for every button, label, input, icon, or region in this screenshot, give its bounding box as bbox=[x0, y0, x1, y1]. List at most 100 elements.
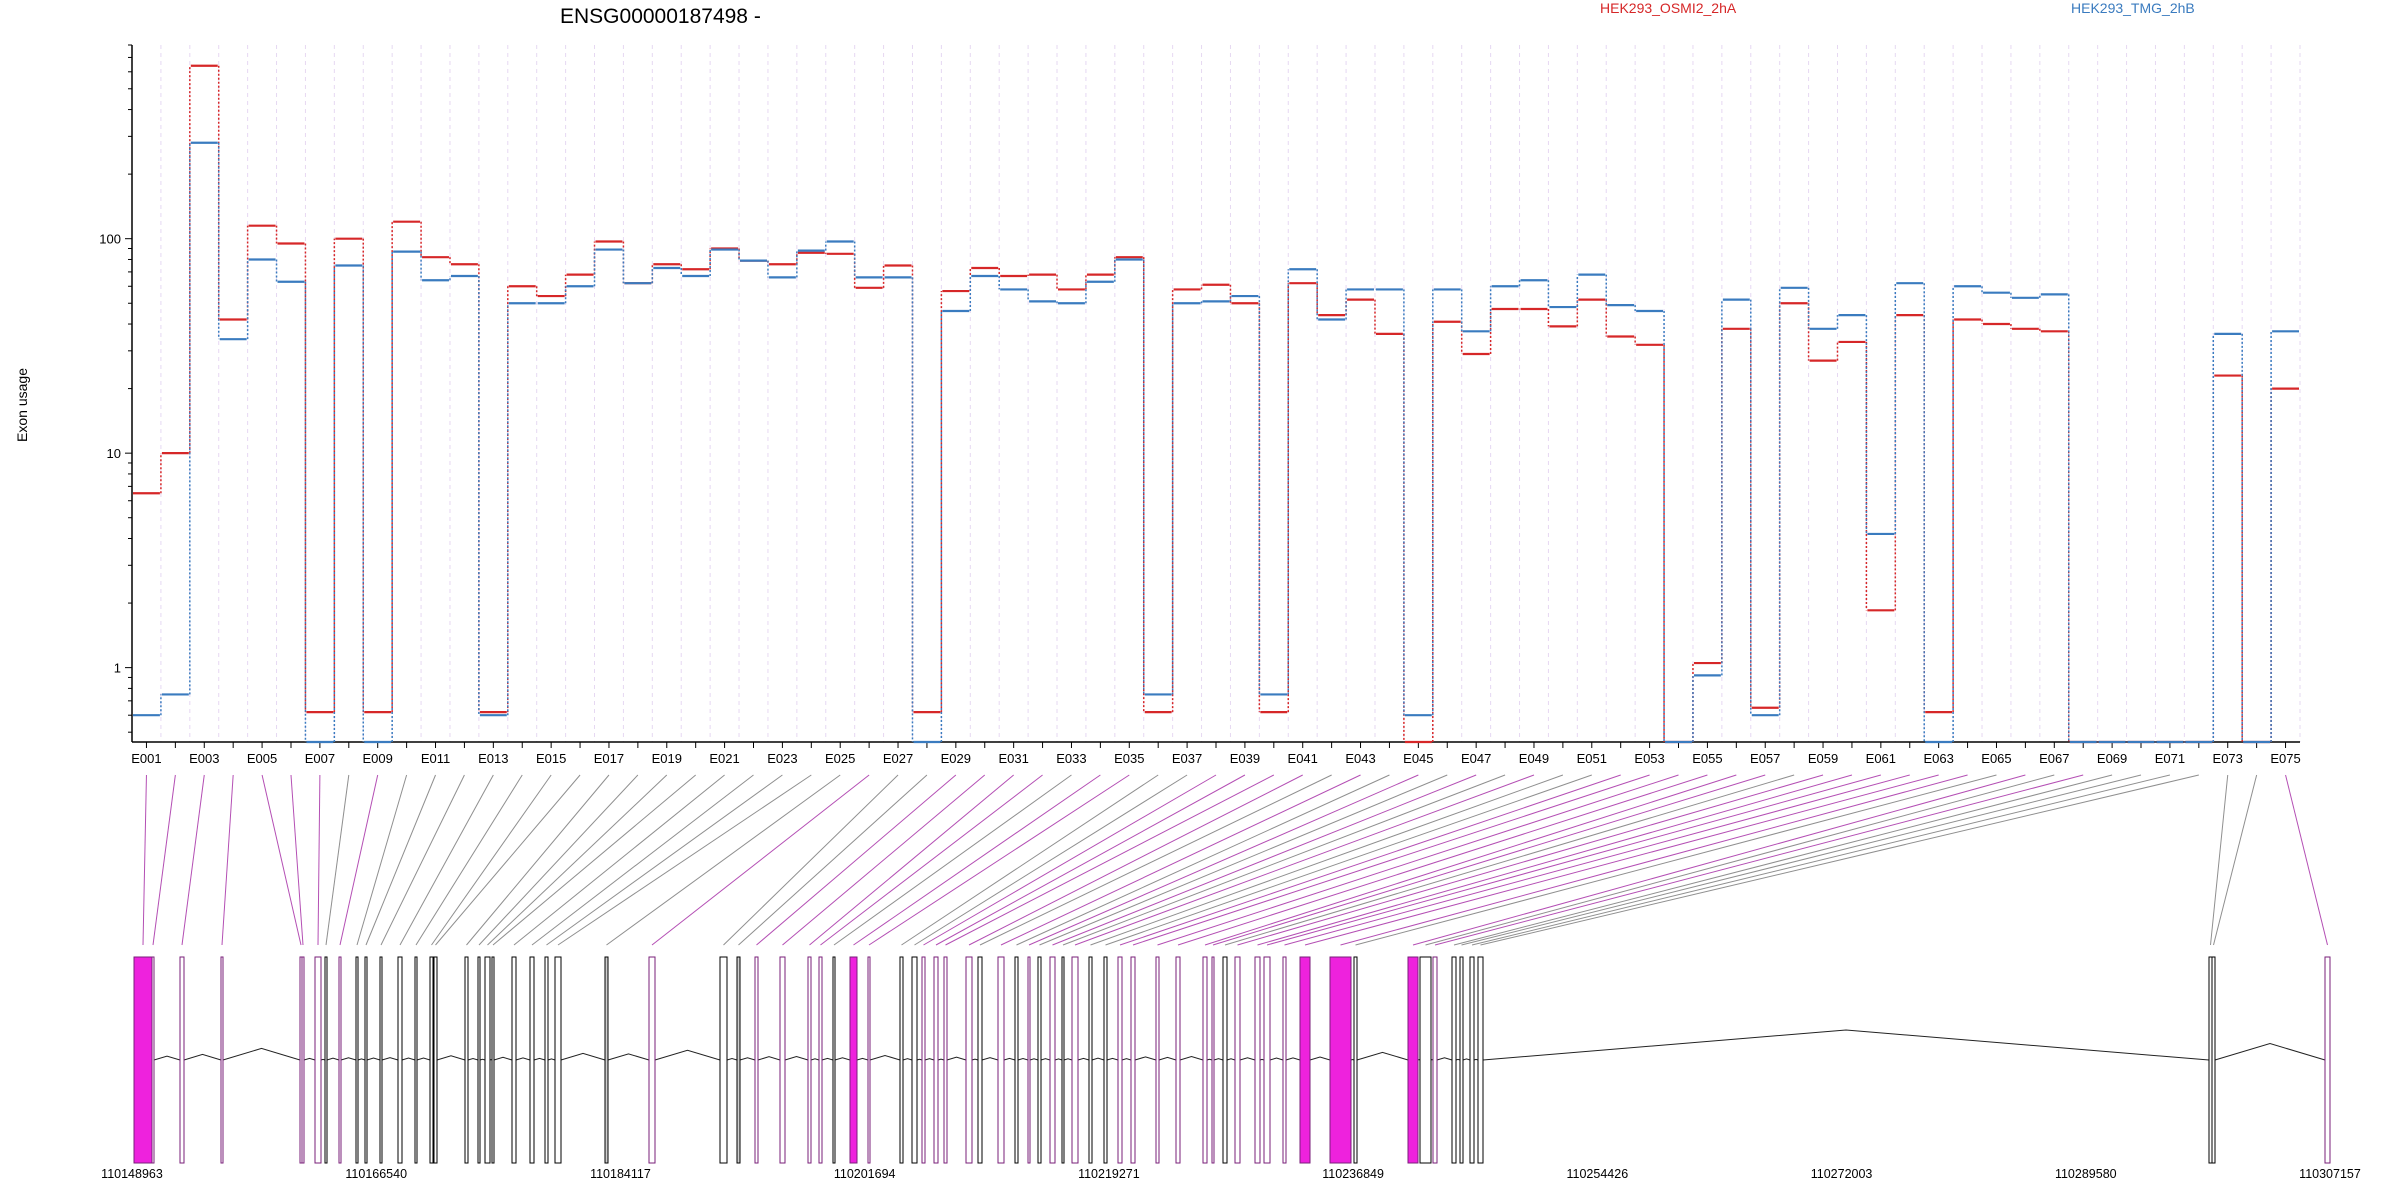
exon-box bbox=[491, 956, 495, 1164]
exon-box bbox=[544, 956, 549, 1164]
exon-connector bbox=[290, 774, 304, 946]
intron-line bbox=[1179, 1056, 1204, 1061]
intron-line bbox=[366, 1057, 381, 1061]
exon-connector bbox=[782, 774, 986, 946]
axes: 1 10 100 E001 E003 E005 E007 E009 E011 E013 E015 E0… bbox=[99, 44, 2301, 766]
exon-box bbox=[1282, 956, 1287, 1164]
exon-connector bbox=[935, 774, 1246, 946]
exon-connector bbox=[738, 774, 928, 946]
exon-connector bbox=[435, 774, 581, 946]
exon-box bbox=[1234, 956, 1241, 1164]
exon-box bbox=[477, 956, 481, 1164]
intron-line bbox=[493, 1056, 513, 1061]
exon-box bbox=[1469, 956, 1475, 1164]
exon-box bbox=[1222, 956, 1228, 1164]
exon-box bbox=[301, 956, 305, 1164]
genomic-coordinate-label: 110289580 bbox=[2055, 1167, 2117, 1181]
exon-connector bbox=[546, 774, 783, 946]
chart-title: ENSG00000187498 - bbox=[560, 5, 761, 28]
exon-connector bbox=[1224, 774, 1795, 946]
exon-box bbox=[921, 956, 926, 1164]
exon-connector bbox=[2213, 774, 2258, 946]
exon-box bbox=[867, 956, 871, 1164]
intron-line bbox=[869, 1054, 901, 1061]
exon-box bbox=[818, 956, 823, 1164]
intron-line bbox=[1077, 1057, 1090, 1061]
exon-connector bbox=[492, 774, 697, 946]
intron-line bbox=[340, 1057, 357, 1061]
exon-box bbox=[1211, 956, 1215, 1164]
exon-box bbox=[364, 956, 368, 1164]
exon-connector bbox=[2285, 774, 2328, 946]
exon-connector bbox=[651, 774, 870, 946]
exon-connector bbox=[339, 774, 379, 946]
exon-connector bbox=[221, 774, 234, 946]
exon-connector bbox=[2210, 774, 2229, 946]
x-tick-label: E061 bbox=[1866, 751, 1896, 766]
exon-connector bbox=[399, 774, 494, 946]
x-tick-label: E025 bbox=[825, 751, 855, 766]
exon-connector bbox=[1257, 774, 1853, 946]
genomic-coordinate-label: 110148963 bbox=[101, 1167, 163, 1181]
intron-line bbox=[1206, 1058, 1213, 1061]
x-tick-label: E059 bbox=[1808, 751, 1838, 766]
exon-box bbox=[1432, 956, 1438, 1164]
exon-connector bbox=[1074, 774, 1535, 946]
exon-box bbox=[1027, 956, 1031, 1164]
intron-line bbox=[1482, 1029, 2210, 1061]
gene-model-track: 110148963 110166540 110184117 110201694 1102… bbox=[101, 956, 2361, 1181]
intron-line bbox=[1017, 1057, 1029, 1061]
intron-line bbox=[436, 1055, 466, 1061]
exon-box bbox=[1037, 956, 1042, 1164]
x-tick-label: E037 bbox=[1172, 751, 1202, 766]
exon-box bbox=[1407, 956, 1419, 1164]
exon-connector bbox=[325, 774, 350, 946]
intron-line bbox=[654, 1049, 721, 1061]
exon-box bbox=[529, 956, 535, 1164]
exon-box bbox=[736, 956, 741, 1164]
x-tick-label: E001 bbox=[131, 751, 161, 766]
exon-connector bbox=[1355, 774, 1997, 946]
exon-box bbox=[648, 956, 656, 1164]
exon-connector bbox=[487, 774, 668, 946]
exon-connector bbox=[1132, 774, 1650, 946]
exon-connector bbox=[853, 774, 1101, 946]
exon-connector bbox=[1039, 774, 1448, 946]
intron-line bbox=[222, 1047, 301, 1061]
exon-connector bbox=[1434, 774, 2084, 946]
exon-connector-lines bbox=[142, 774, 2328, 946]
intron-line bbox=[1462, 1058, 1471, 1061]
exon-connector bbox=[1340, 774, 1968, 946]
x-tick-label: E051 bbox=[1577, 751, 1607, 766]
exon-connector bbox=[356, 774, 408, 946]
exon-connector bbox=[365, 774, 436, 946]
x-tick-label: E047 bbox=[1461, 751, 1491, 766]
intron-line bbox=[726, 1057, 738, 1061]
intron-line bbox=[971, 1058, 979, 1061]
exon-box bbox=[997, 956, 1005, 1164]
exon-box bbox=[1049, 956, 1056, 1164]
exon-connector bbox=[723, 774, 899, 946]
exon-box bbox=[314, 956, 322, 1164]
exon-connector bbox=[868, 774, 1130, 946]
intron-line bbox=[1226, 1058, 1236, 1061]
exon-box bbox=[414, 956, 418, 1164]
x-tick-label: E071 bbox=[2155, 751, 2185, 766]
exon-box bbox=[807, 956, 812, 1164]
series-1 bbox=[133, 64, 2299, 744]
genomic-coordinate-label: 110254426 bbox=[1567, 1167, 1629, 1181]
exon-connector bbox=[1461, 774, 2142, 946]
exon-box bbox=[1103, 956, 1108, 1164]
exon-box bbox=[433, 956, 438, 1164]
exon-connector bbox=[901, 774, 1159, 946]
exon-connector bbox=[945, 774, 1275, 946]
exon-connector bbox=[1052, 774, 1477, 946]
exon-box bbox=[397, 956, 403, 1164]
intron-line bbox=[1003, 1057, 1016, 1061]
x-tick-label: E019 bbox=[652, 751, 682, 766]
exon-connector bbox=[142, 774, 147, 946]
x-tick-label: E069 bbox=[2097, 751, 2127, 766]
x-tick-label: E063 bbox=[1923, 751, 1953, 766]
exon-connector bbox=[1090, 774, 1564, 946]
